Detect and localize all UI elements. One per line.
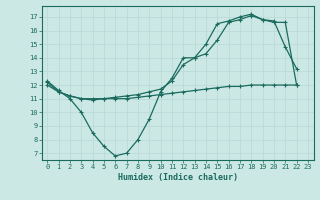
X-axis label: Humidex (Indice chaleur): Humidex (Indice chaleur) [118,173,237,182]
